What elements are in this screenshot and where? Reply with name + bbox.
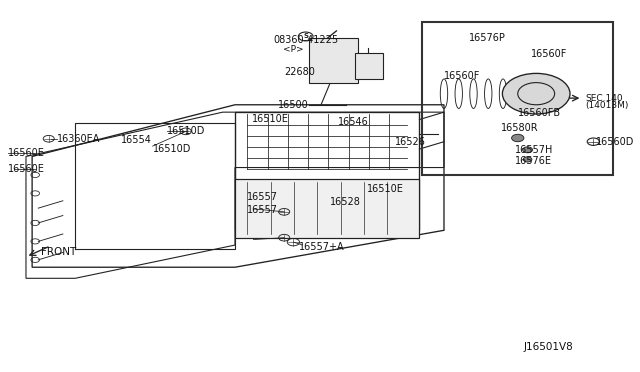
Text: FRONT: FRONT [42,247,77,257]
Polygon shape [235,179,419,238]
Text: 16560F: 16560F [531,49,568,59]
Text: <P>: <P> [283,45,303,54]
Text: 16560D: 16560D [596,137,635,147]
Text: 22680: 22680 [284,67,315,77]
Text: 16554: 16554 [121,135,152,145]
Text: 16576E: 16576E [515,156,552,166]
Text: J16501V8: J16501V8 [524,341,573,352]
Text: 16510D: 16510D [152,144,191,154]
Circle shape [523,147,532,153]
Text: S: S [303,33,308,39]
Polygon shape [355,53,383,79]
Text: 16360EA: 16360EA [57,134,100,144]
Bar [422,22,613,175]
Text: 16500: 16500 [278,100,308,110]
Text: 16560F: 16560F [444,71,481,81]
Text: 16560E: 16560E [8,148,44,158]
Text: 16557H: 16557H [515,145,554,155]
Circle shape [524,157,532,162]
Circle shape [511,134,524,142]
Text: 16546: 16546 [339,118,369,128]
Text: 16510D: 16510D [168,126,205,137]
Circle shape [502,73,570,114]
Polygon shape [308,38,358,83]
Text: 16580R: 16580R [500,123,538,133]
Text: 16510E: 16510E [367,184,403,194]
Text: (14013M): (14013M) [586,101,628,110]
Text: 16557: 16557 [247,205,278,215]
Text: 16528: 16528 [330,197,360,207]
Text: SEC.140: SEC.140 [586,94,623,103]
Text: 16560E: 16560E [8,164,44,174]
Text: 16560FB: 16560FB [518,108,561,118]
Text: 16526: 16526 [395,137,426,147]
Text: 08360-41225: 08360-41225 [273,35,338,45]
Text: 16557+A: 16557+A [299,242,344,252]
Text: 16557: 16557 [247,192,278,202]
Text: 16576P: 16576P [468,33,506,43]
Text: 16510E: 16510E [252,114,289,124]
